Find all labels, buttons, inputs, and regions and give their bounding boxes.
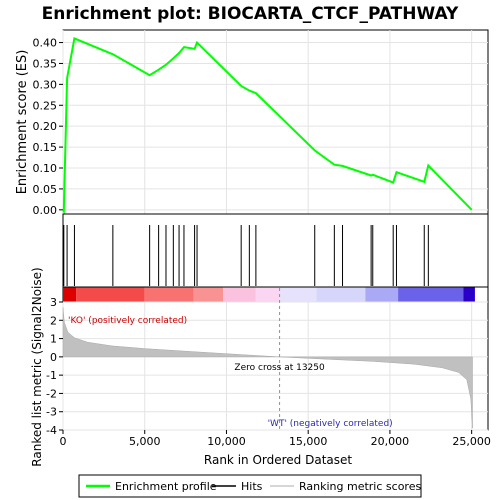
heatmap-band (398, 287, 464, 302)
heatmap-band (144, 287, 194, 302)
x-tick-label: 25,000 (452, 435, 491, 448)
es-y-tick-label: 0.35 (33, 57, 58, 70)
metric-y-tick-label: -2 (46, 387, 57, 400)
legend-box (78, 474, 422, 498)
metric-y-tick-label: -4 (46, 424, 57, 437)
es-y-tick-label: 0.30 (33, 78, 58, 91)
hit-markers (63, 225, 429, 286)
legend: Enrichment profile Hits Ranking metric sco… (78, 474, 422, 498)
heatmap-band (63, 287, 77, 302)
x-tick-label: 15,000 (289, 435, 328, 448)
heatmap-band (76, 287, 145, 302)
heatmap-band (316, 287, 366, 302)
metric-y-tick-label: 0 (50, 351, 57, 364)
metric-y-tick-label: -3 (46, 406, 57, 419)
metric-y-tick-label: -1 (46, 369, 57, 382)
es-y-tick-label: 0.10 (33, 162, 58, 175)
es-y-tick-label: 0.15 (33, 141, 58, 154)
x-tick-label: 0 (60, 435, 67, 448)
chart-title: Enrichment plot: BIOCARTA_CTCF_PATHWAY (42, 4, 459, 24)
es-y-tick-label: 0.00 (33, 204, 58, 217)
legend-label: Ranking metric scores (299, 480, 421, 493)
negative-correlation-label: 'WT' (negatively correlated) (268, 419, 393, 429)
metric-y-axis-ticks: 3 2 1 0 -1 -2 -3 -4 (46, 296, 63, 437)
x-tick-label: 5,000 (129, 435, 161, 448)
es-y-tick-label: 0.05 (33, 183, 58, 196)
heatmap-band (365, 287, 399, 302)
metric-y-tick-label: 2 (50, 314, 57, 327)
x-axis-ticks: 0 5,000 10,000 15,000 20,000 25,000 (60, 430, 491, 448)
heatmap-band (223, 287, 256, 302)
metric-y-tick-label: 3 (50, 296, 57, 309)
es-y-tick-label: 0.20 (33, 120, 58, 133)
enrichment-profile-line (62, 37, 473, 215)
x-axis-label: Rank in Ordered Dataset (204, 453, 352, 467)
heatmap-band (193, 287, 224, 302)
es-y-tick-label: 0.25 (33, 99, 58, 112)
legend-label: Enrichment profile (115, 480, 217, 493)
es-y-tick-label: 0.40 (33, 37, 58, 50)
legend-label: Hits (241, 480, 263, 493)
es-y-axis-label: Enrichment score (ES) (15, 50, 30, 195)
heatmap-band (463, 287, 475, 302)
es-y-axis-ticks: 0.00 0.05 0.10 0.15 0.20 0.25 0.30 0.35 0.40 (33, 37, 63, 217)
es-gridlines (62, 30, 488, 214)
heatmap-band (279, 287, 317, 302)
ranking-heatmap (63, 287, 475, 302)
x-tick-label: 10,000 (207, 435, 246, 448)
metric-y-axis-label: Ranked list metric (Signal2Noise) (30, 267, 44, 466)
x-tick-label: 20,000 (371, 435, 410, 448)
metric-y-tick-label: 1 (50, 333, 57, 346)
positive-correlation-label: 'KO' (positively correlated) (68, 316, 187, 326)
heatmap-band (255, 287, 280, 302)
zero-cross-label: Zero cross at 13250 (234, 363, 325, 373)
